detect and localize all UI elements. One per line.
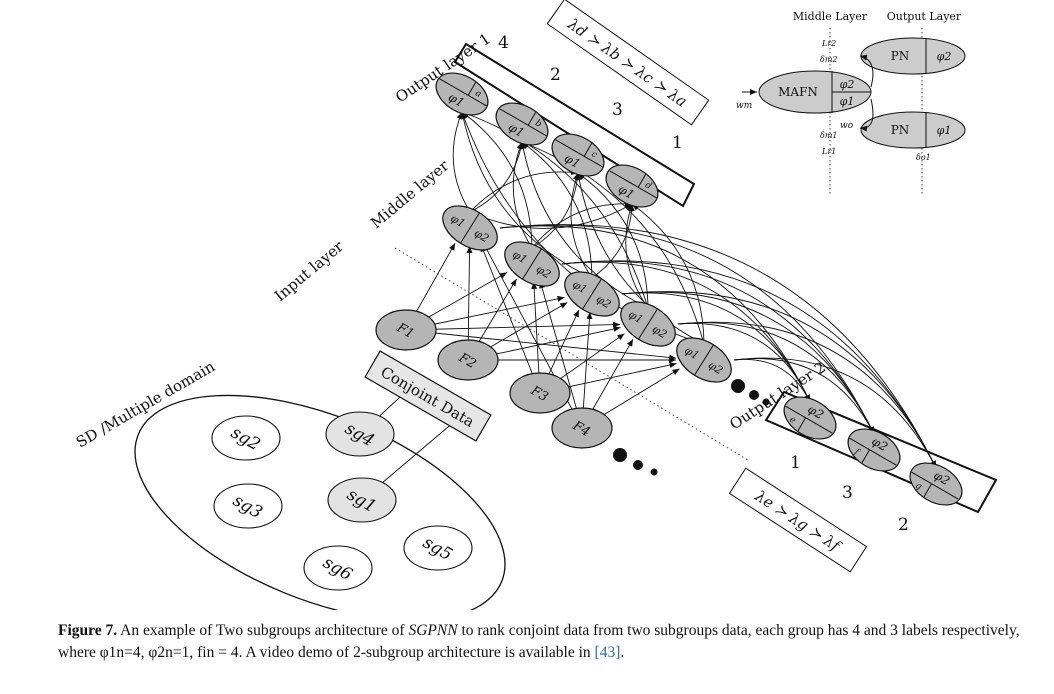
figure-caption: Figure 7. An example of Two subgroups ar… <box>58 620 1048 664</box>
input-node-f3: F3 <box>509 372 571 414</box>
ellipsis-dot <box>650 468 658 476</box>
ellipsis-dot <box>749 390 759 400</box>
ellipsis-dot <box>731 379 745 393</box>
ellipsis-dot <box>762 398 770 406</box>
ellipsis-dot <box>633 460 643 470</box>
subgroup-sg4: sg4 <box>325 411 395 457</box>
mafn-phi-top: φ2 <box>840 78 855 91</box>
inset-lr2: Lr2 <box>821 39 836 48</box>
ellipsis-dot <box>613 448 627 462</box>
output-node-phi: φ1 <box>616 182 637 202</box>
layer-separator-line <box>394 247 749 461</box>
subgroup-sg6: sg6 <box>303 545 373 591</box>
output-node-phi: φ2 <box>869 434 890 454</box>
output-node-d: φ1 d <box>605 164 659 208</box>
pn-bottom-phi: φ1 <box>937 124 952 137</box>
rank-position: 2 <box>550 65 561 85</box>
output-node-g: φ2 g <box>909 462 963 506</box>
output-node-label: e <box>788 415 798 426</box>
rank-position: 3 <box>842 483 853 503</box>
output-node-b: φ1 b <box>495 102 549 146</box>
output-node-label: a <box>473 88 483 99</box>
subgroup-sg5: sg5 <box>403 525 473 571</box>
inset-wm: wm <box>736 101 752 111</box>
subgroup-sg3: sg3 <box>213 483 283 529</box>
output-layer-2-nodes: φ2 e φ2 f φ2 g <box>783 396 963 506</box>
inset-lr1: Lr1 <box>821 147 836 156</box>
output-node-phi: φ1 <box>446 90 467 110</box>
output-node-label: d <box>643 180 653 192</box>
inset-wo: wo <box>840 121 854 131</box>
inset-detail: Middle Layer Output Layer MAFN φ2 φ1 PN … <box>736 10 966 196</box>
caption-end: . <box>620 644 625 661</box>
caption-model: SGPNN <box>408 622 458 639</box>
output-node-c: φ1 c <box>551 133 605 177</box>
figure-label: Figure 7. <box>58 622 118 639</box>
output-node-label: g <box>913 481 923 493</box>
output-node-phi: φ2 <box>931 468 952 488</box>
output-node-f: φ2 f <box>847 428 901 472</box>
input-node-f2: F2 <box>437 339 499 381</box>
pn-top-phi: φ2 <box>937 50 952 63</box>
mafn-phi-bottom: φ1 <box>840 95 855 108</box>
output-node-a: φ1 a <box>435 72 489 116</box>
pn-bottom-label: PN <box>891 123 910 137</box>
caption-pre: An example of Two subgroups architecture… <box>117 622 409 639</box>
caption-post: to rank conjoint data from two subgroups… <box>58 622 1020 661</box>
mafn-label: MAFN <box>778 85 818 99</box>
subgroup-sg2: sg2 <box>211 415 281 461</box>
output-node-label: c <box>589 149 598 160</box>
output-node-label: b <box>533 118 543 130</box>
ranking-2-text: λe ≻ λg ≻ λf <box>751 486 845 556</box>
ranking-1-text: λd ≻ λb ≻ λc ≻ λa <box>564 14 691 110</box>
output-layer-2-box <box>764 390 998 514</box>
output-node-phi: φ1 <box>506 120 527 140</box>
input-node-f4: F4 <box>551 407 613 449</box>
subgroup-nodes: sg2 sg4 sg3 sg1 sg6 sg5 <box>211 411 473 591</box>
inset-delta-m1: δm1 <box>820 131 838 140</box>
output-layer-1-nodes: φ1 a φ1 b φ1 c φ1 d <box>435 72 659 208</box>
input-layer-label: Input layer <box>271 237 347 305</box>
rank-position: 3 <box>612 100 623 120</box>
pn-top-label: PN <box>891 49 910 63</box>
output-node-phi: φ2 <box>805 402 826 422</box>
input-node-f1: F1 <box>375 309 437 351</box>
inset-delta-m2: δm2 <box>820 55 838 64</box>
output-node-e: φ2 e <box>783 396 837 440</box>
rank-position: 1 <box>672 133 683 153</box>
inset-middle-layer-label: Middle Layer <box>793 10 868 23</box>
rank-position: 1 <box>790 453 801 473</box>
reference-link[interactable]: [43] <box>594 644 621 661</box>
output-layer-1-box <box>453 42 696 208</box>
subgroup-sg1: sg1 <box>327 477 397 523</box>
rank-position: 2 <box>898 515 909 535</box>
inset-output-layer-label: Output Layer <box>887 10 962 23</box>
domain-label: SD /Multiple domain <box>73 357 218 451</box>
ranking-1-box: λd ≻ λb ≻ λc ≻ λa <box>546 0 710 126</box>
output-node-phi: φ1 <box>562 151 583 171</box>
rank-position: 4 <box>498 33 509 53</box>
inset-delta-o1: δo1 <box>916 153 931 162</box>
middle-layer-label: Middle layer <box>367 156 453 232</box>
output-node-label: f <box>852 447 862 459</box>
